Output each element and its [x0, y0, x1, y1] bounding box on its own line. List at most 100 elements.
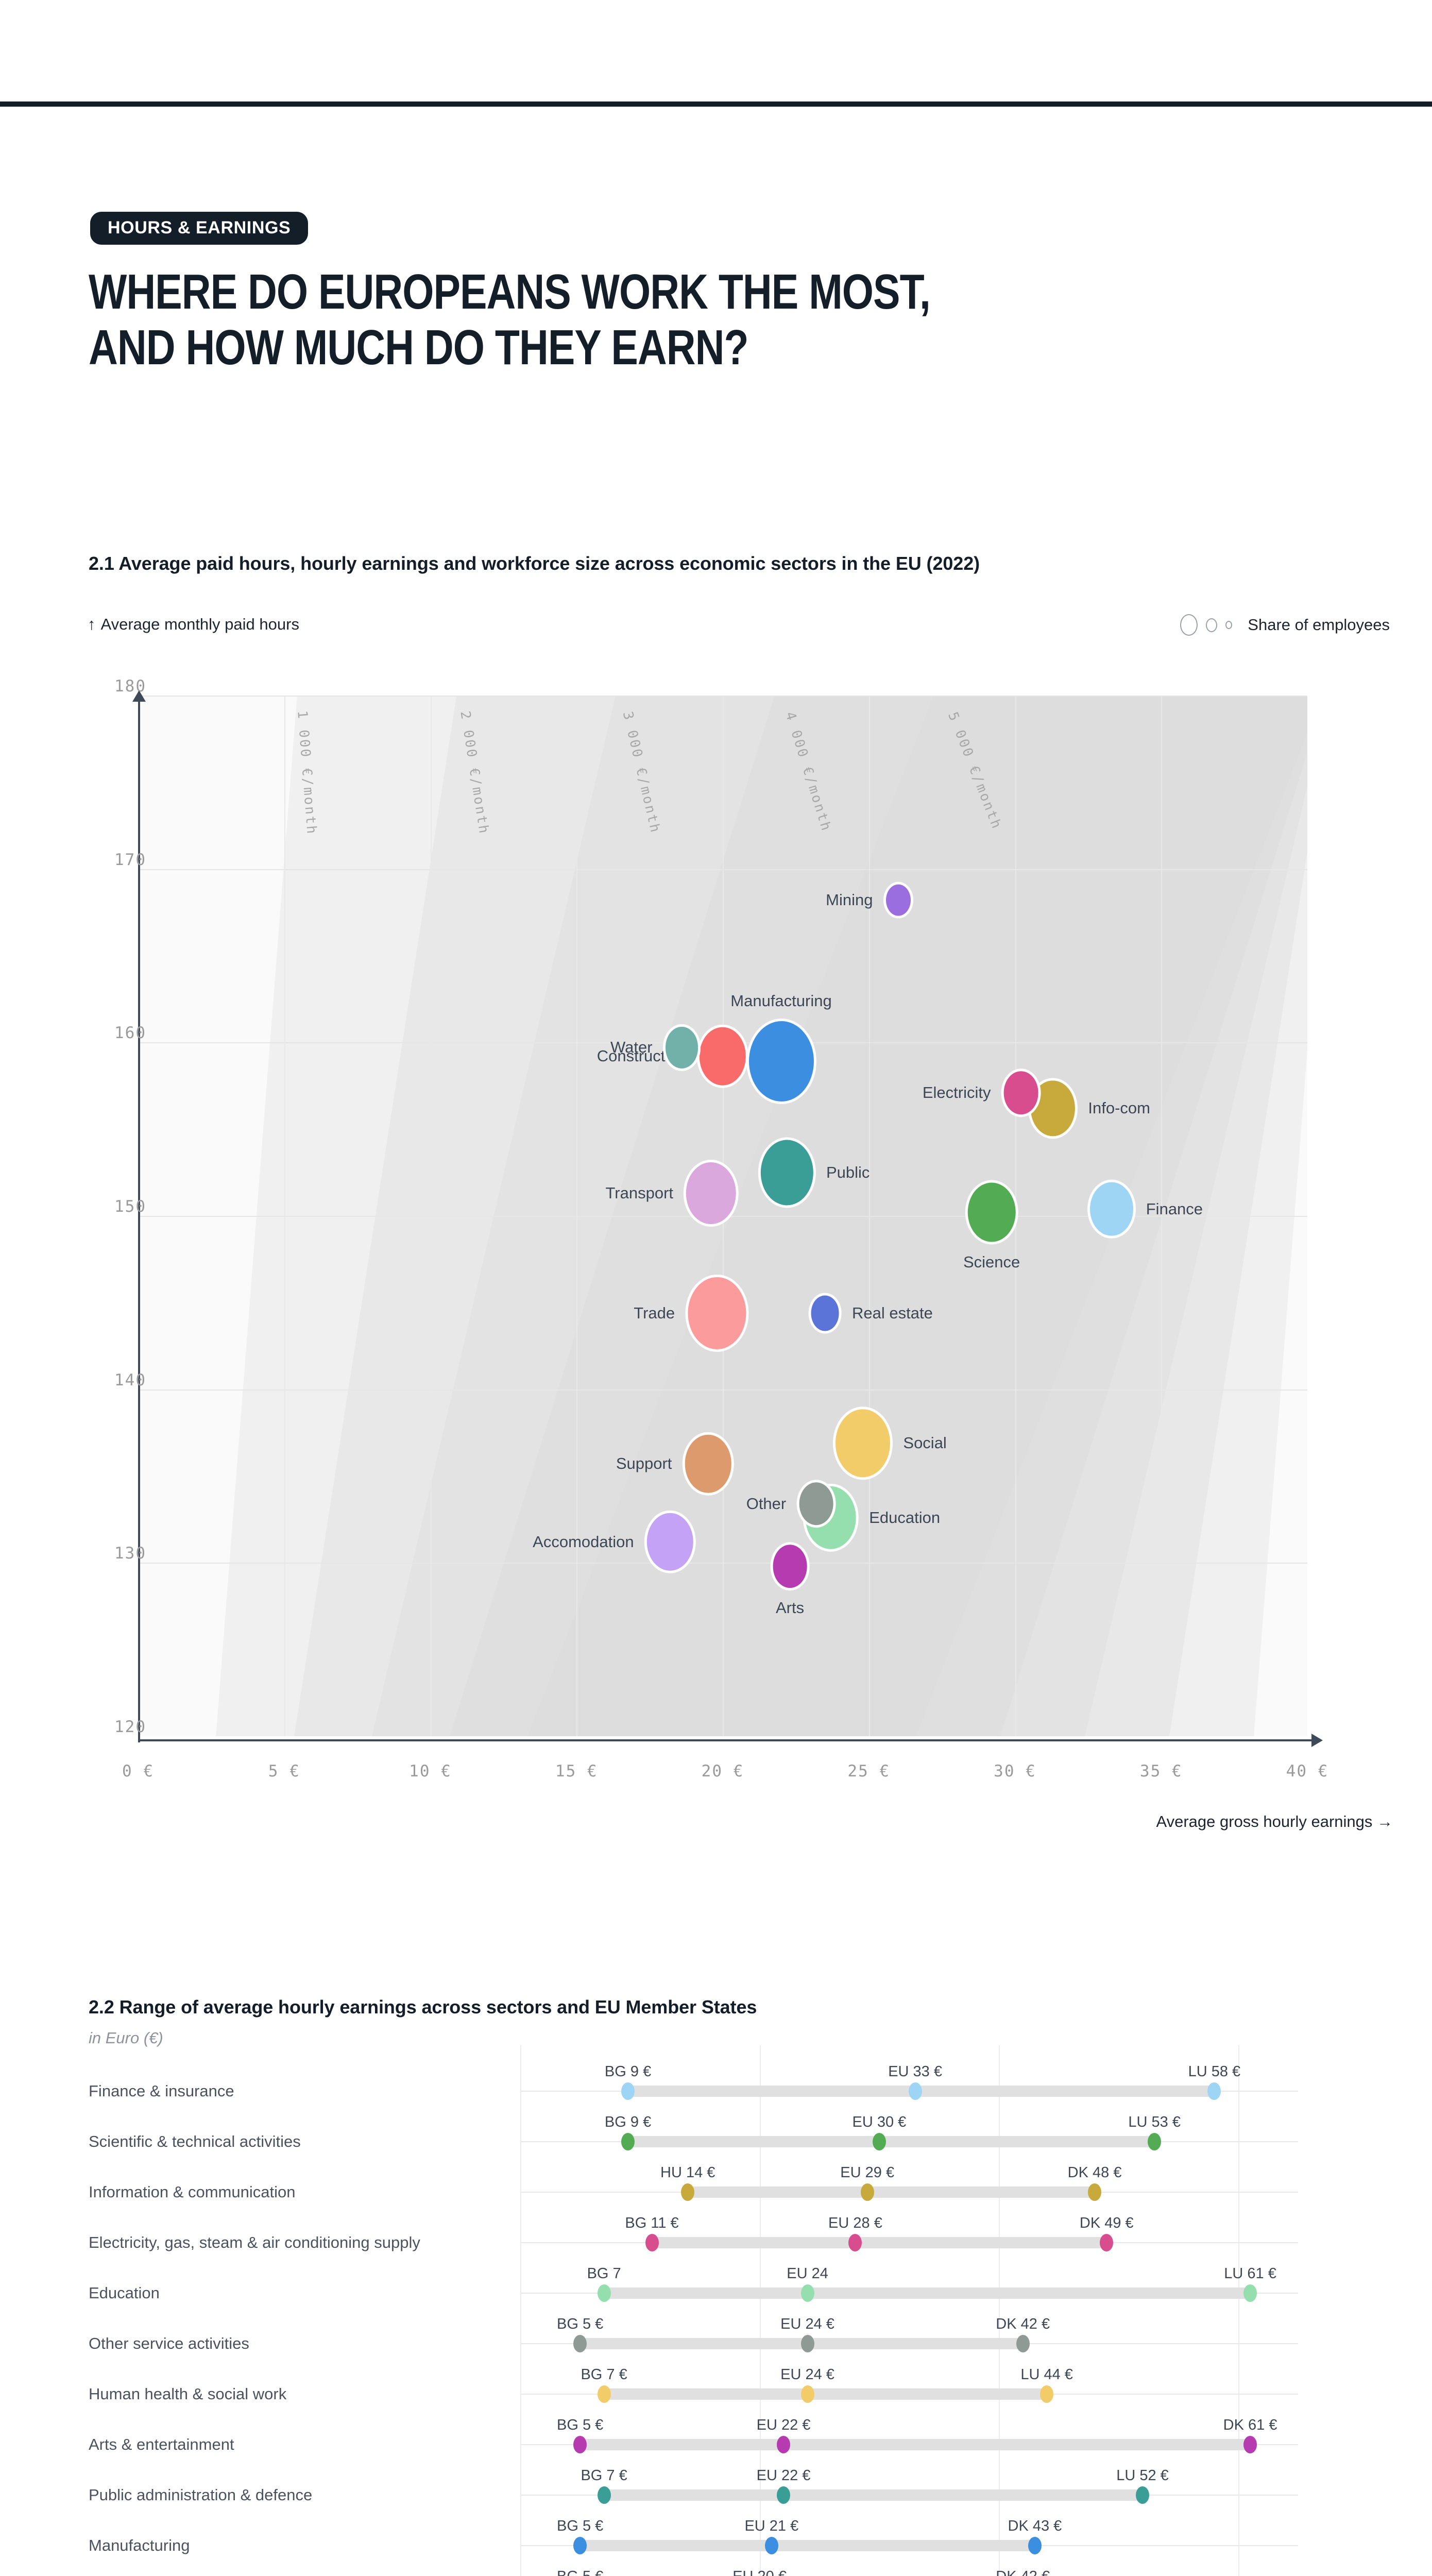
range-dot-max[interactable] — [1100, 2234, 1114, 2251]
bubble-transport[interactable] — [684, 1160, 739, 1227]
bubble-real-estate[interactable] — [808, 1292, 842, 1334]
bubble-public[interactable] — [758, 1137, 816, 1208]
range-dot-min[interactable] — [645, 2234, 659, 2251]
bubble-support[interactable] — [682, 1432, 734, 1496]
bubble-trade[interactable] — [685, 1274, 749, 1352]
range-row[interactable]: Finance & insurance BG 9 € EU 33 € LU 58 € — [0, 2063, 1432, 2116]
range-dot-max[interactable] — [1243, 2436, 1257, 2453]
range-value-mid: EU 33 € — [888, 2063, 943, 2080]
range-dot-mid[interactable] — [800, 2385, 814, 2403]
chart21-ytick-160: 160 — [114, 1024, 146, 1043]
range-row[interactable]: Electricity, gas, steam & air conditioni… — [0, 2215, 1432, 2268]
range-row[interactable]: Arts & entertainment BG 5 € EU 22 € DK 61 € — [0, 2417, 1432, 2470]
range-dot-mid[interactable] — [800, 2335, 814, 2352]
chart21-y-axis-label: ↑ Average monthly paid hours — [88, 615, 299, 633]
range-dot-mid[interactable] — [777, 2436, 791, 2453]
bubble-social[interactable] — [833, 1406, 893, 1480]
range-dot-mid[interactable] — [764, 2537, 778, 2554]
bubble-manufacturing[interactable] — [746, 1019, 816, 1105]
range-row[interactable]: Public administration & defence BG 7 € EU … — [0, 2467, 1432, 2520]
range-row[interactable]: Human health & social work BG 7 € EU 24 € L… — [0, 2366, 1432, 2419]
range-dot-mid[interactable] — [872, 2133, 886, 2150]
range-row-sector-label: Scientific & technical activities — [89, 2132, 301, 2150]
range-row-sector-label: Education — [89, 2284, 160, 2302]
chart21-ytick-140: 140 — [114, 1370, 146, 1389]
bubble-science[interactable] — [965, 1180, 1018, 1245]
range-value-mid: EU 22 € — [756, 2417, 811, 2433]
chart22-gridline-60 — [1238, 2045, 1239, 2576]
range-value-max: DK 48 € — [1067, 2164, 1122, 2181]
range-row-bar — [580, 2540, 1035, 2551]
range-dot-min[interactable] — [597, 2284, 611, 2302]
bubble-label-real-estate: Real estate — [852, 1303, 933, 1322]
page-title-line-2: AND HOW MUCH DO THEY EARN? — [89, 319, 749, 375]
range-value-max: LU 44 € — [1020, 2366, 1073, 2383]
range-value-max: DK 42 € — [996, 2316, 1050, 2332]
range-chart: Finance & insurance BG 9 € EU 33 € LU 58 € S… — [0, 1989, 1432, 2576]
range-dot-max[interactable] — [1040, 2385, 1054, 2403]
bubble-label-other: Other — [746, 1494, 787, 1513]
range-row-bar — [604, 2489, 1143, 2501]
range-dot-mid[interactable] — [800, 2284, 814, 2302]
bubble-electricity[interactable] — [1001, 1069, 1041, 1117]
range-value-min: BG 5 € — [557, 2568, 603, 2576]
bubble-other[interactable] — [796, 1480, 836, 1528]
range-value-mid: EU 24 € — [780, 2366, 834, 2383]
chart21-gridline-v-15 — [576, 696, 578, 1736]
range-dot-max[interactable] — [1028, 2537, 1042, 2554]
range-dot-min[interactable] — [597, 2385, 611, 2403]
legend-circle-medium-icon — [1206, 618, 1218, 632]
range-row-sector-label: Finance & insurance — [89, 2082, 234, 2100]
range-dot-max[interactable] — [1016, 2335, 1030, 2352]
range-dot-max[interactable] — [1136, 2486, 1149, 2504]
bubble-water[interactable] — [662, 1024, 701, 1071]
range-row[interactable]: Manufacturing BG 5 € EU 21 € DK 43 € — [0, 2518, 1432, 2571]
range-dot-min[interactable] — [573, 2436, 587, 2453]
range-row-bar — [628, 2136, 1155, 2147]
range-value-mid: EU 29 € — [840, 2164, 895, 2181]
bubble-label-trade: Trade — [634, 1303, 675, 1322]
range-dot-min[interactable] — [597, 2486, 611, 2504]
chart21-gridline-v-5 — [284, 696, 285, 1736]
chart21-xtick-25: 25 € — [847, 1762, 891, 1781]
range-dot-mid[interactable] — [848, 2234, 862, 2251]
scatter-bubble-chart: ↑ Average monthly paid hours Share of emp… — [0, 608, 1432, 1855]
range-dot-max[interactable] — [1148, 2133, 1162, 2150]
chart21-plot-area — [138, 696, 1307, 1736]
range-value-mid: EU 30 € — [852, 2114, 907, 2130]
bubble-construction[interactable] — [696, 1024, 749, 1088]
range-row-bar — [580, 2439, 1251, 2450]
range-row[interactable]: Information & communication HU 14 € EU 29 … — [0, 2164, 1432, 2217]
range-row[interactable]: Wholesale & retail tradeBG 5 €EU 20 €DK … — [0, 2568, 1432, 2576]
range-dot-min[interactable] — [621, 2082, 635, 2100]
range-row[interactable]: Other service activities BG 5 € EU 24 € DK … — [0, 2316, 1432, 2369]
bubble-finance[interactable] — [1087, 1179, 1136, 1239]
chart21-xtick-20: 20 € — [701, 1762, 744, 1781]
range-dot-min[interactable] — [681, 2183, 695, 2201]
range-row[interactable]: Education BG 7 EU 24 LU 61 € — [0, 2265, 1432, 2318]
range-dot-min[interactable] — [573, 2537, 587, 2554]
range-row-sector-label: Electricity, gas, steam & air conditioni… — [89, 2233, 420, 2251]
range-dot-max[interactable] — [1243, 2284, 1257, 2302]
chart22-title: 2.2 Range of average hourly earnings acr… — [89, 1996, 757, 2018]
bubble-mining[interactable] — [883, 882, 913, 919]
range-dot-min[interactable] — [621, 2133, 635, 2150]
page-title-line-1: WHERE DO EUROPEANS WORK THE MOST, — [89, 264, 931, 319]
range-row[interactable]: Scientific & technical activities BG 9 € E… — [0, 2114, 1432, 2167]
bubble-label-finance: Finance — [1146, 1199, 1203, 1218]
legend-circle-small-icon — [1225, 621, 1233, 629]
chart21-xtick-15: 15 € — [555, 1762, 598, 1781]
range-dot-max[interactable] — [1207, 2082, 1221, 2100]
range-value-min: BG 9 € — [604, 2114, 652, 2130]
range-dot-max[interactable] — [1088, 2183, 1102, 2201]
chart21-ytick-120: 120 — [114, 1718, 146, 1736]
chart21-xtick-40: 40 € — [1286, 1762, 1329, 1781]
range-dot-mid[interactable] — [860, 2183, 874, 2201]
range-dot-min[interactable] — [573, 2335, 587, 2352]
chart21-ytick-180: 180 — [114, 677, 146, 696]
bubble-accomodation[interactable] — [644, 1510, 696, 1574]
bubble-arts[interactable] — [770, 1542, 810, 1590]
bubble-label-manufacturing: Manufacturing — [730, 992, 832, 1010]
range-dot-mid[interactable] — [777, 2486, 791, 2504]
range-dot-mid[interactable] — [908, 2082, 922, 2100]
